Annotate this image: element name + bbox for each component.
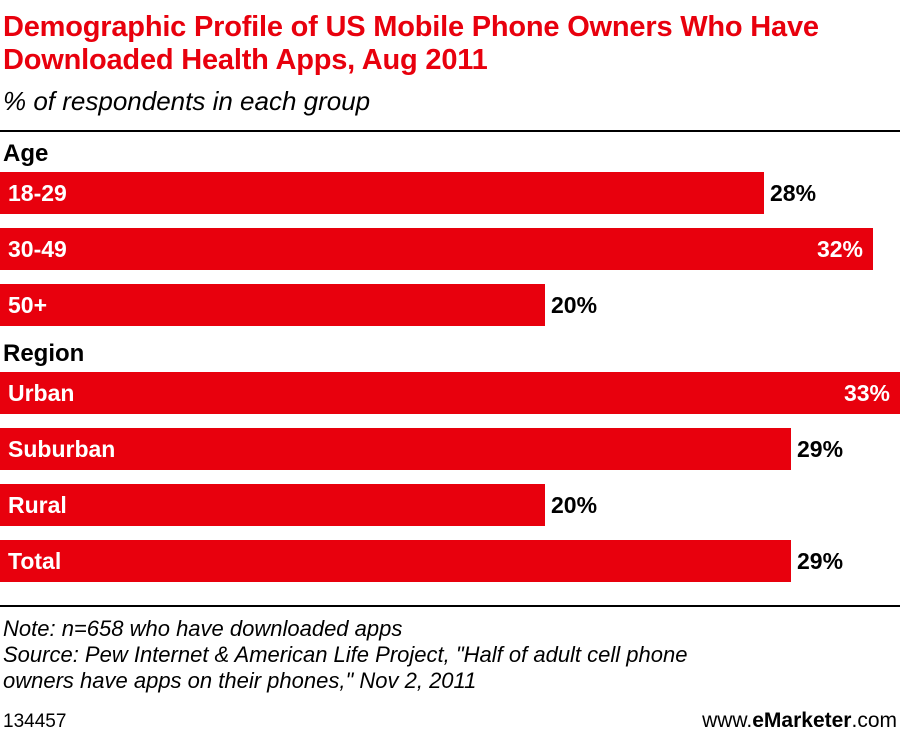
- bar: [0, 428, 791, 470]
- brand-prefix: www.: [702, 709, 753, 732]
- chart-notes: Note: n=658 who have downloaded apps Sou…: [3, 616, 893, 694]
- note-text: Note: n=658 who have downloaded apps: [3, 616, 403, 641]
- bar: [0, 228, 873, 270]
- group-label: Age: [3, 140, 49, 167]
- data-label: 33%: [843, 380, 890, 406]
- chart-title: Demographic Profile of US Mobile Phone O…: [3, 11, 819, 76]
- bottom-divider: [0, 605, 900, 607]
- data-label: 20%: [551, 292, 598, 318]
- category-label: Suburban: [8, 436, 116, 462]
- bar: [0, 172, 764, 214]
- source-text-line2: owners have apps on their phones," Nov 2…: [3, 668, 477, 693]
- category-label: 30-49: [8, 236, 67, 262]
- category-label: Total: [8, 548, 62, 574]
- data-label: 32%: [816, 236, 863, 262]
- data-label: 29%: [797, 548, 844, 574]
- category-label: 18-29: [8, 180, 67, 206]
- brand-name: eMarketer: [752, 709, 852, 732]
- data-label: 20%: [551, 492, 598, 518]
- chart-subtitle: % of respondents in each group: [3, 86, 371, 116]
- group-label: Region: [3, 340, 85, 367]
- top-divider: [0, 130, 900, 132]
- brand-link[interactable]: www.eMarketer.com: [702, 709, 897, 733]
- bar: [0, 484, 545, 526]
- bar: [0, 284, 545, 326]
- chart-id: 134457: [3, 711, 67, 732]
- bar: [0, 372, 900, 414]
- brand-suffix: .com: [851, 709, 897, 732]
- category-label: Urban: [8, 380, 75, 406]
- category-label: Rural: [8, 492, 67, 518]
- bar-chart: Age 18-29 28% 30-49 32% 50+ 20% Region Urban 33% S…: [0, 130, 900, 600]
- data-label: 28%: [770, 180, 817, 206]
- category-label: 50+: [8, 292, 48, 318]
- bar: [0, 540, 791, 582]
- source-text-line1: Source: Pew Internet & American Life Pro…: [3, 642, 688, 667]
- data-label: 29%: [797, 436, 844, 462]
